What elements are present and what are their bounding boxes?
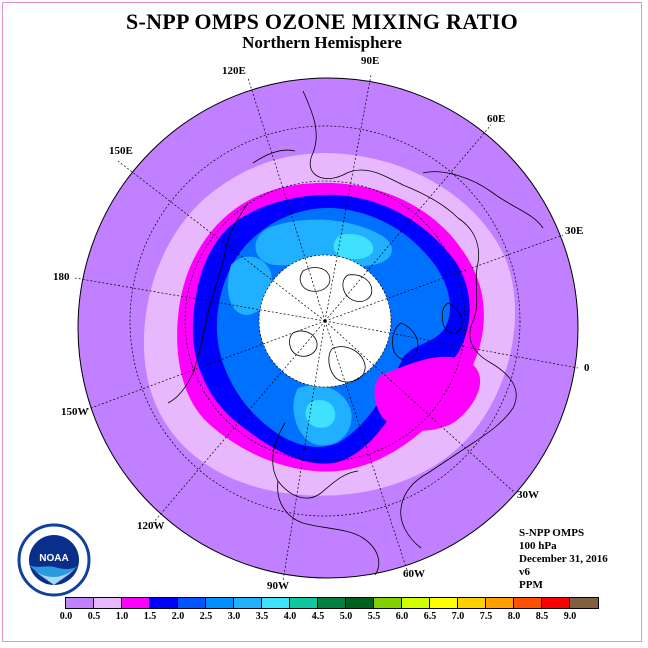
info-date: December 31, 2016 bbox=[519, 553, 608, 565]
lon-label-120w: 120W bbox=[137, 520, 165, 532]
color-bar-tick-label: 8.0 bbox=[507, 611, 521, 622]
color-bar-tick-label: 1.5 bbox=[143, 611, 157, 622]
color-bar-cell bbox=[346, 598, 374, 608]
color-bar-cell bbox=[514, 598, 542, 608]
chart-subtitle: Northern Hemisphere bbox=[242, 33, 402, 52]
color-bar-cell bbox=[94, 598, 122, 608]
color-bar-cell bbox=[570, 598, 598, 608]
ozone-map-figure: S-NPP OMPS OZONE MIXING RATIO Northern H… bbox=[2, 2, 642, 642]
color-bar-cell bbox=[374, 598, 402, 608]
chart-title: S-NPP OMPS OZONE MIXING RATIO bbox=[125, 9, 519, 34]
color-bar bbox=[65, 597, 599, 609]
lon-label-0: 0 bbox=[584, 362, 590, 374]
cyan-patch-south bbox=[305, 399, 336, 428]
color-bar-cell bbox=[122, 598, 150, 608]
color-bar-tick-label: 6.5 bbox=[423, 611, 437, 622]
color-bar-tick-label: 2.0 bbox=[171, 611, 185, 622]
lon-label-120e: 120E bbox=[222, 65, 246, 77]
noaa-logo-text: NOAA bbox=[39, 553, 68, 564]
color-bar-cell bbox=[542, 598, 570, 608]
color-bar-tick-label: 5.5 bbox=[367, 611, 381, 622]
color-bar-tick-label: 7.0 bbox=[451, 611, 465, 622]
color-bar-tick-label: 6.0 bbox=[395, 611, 409, 622]
color-bar-cell bbox=[262, 598, 290, 608]
color-bar-cell bbox=[66, 598, 94, 608]
color-bar-ticks: 0.0 0.5 1.0 1.5 2.0 2.5 3.0 3.5 4.0 4.5 5.0 5.5 6.0 6… bbox=[55, 611, 615, 625]
lon-label-180: 180 bbox=[53, 271, 70, 283]
color-bar-cell bbox=[206, 598, 234, 608]
lon-label-90w: 90W bbox=[267, 580, 289, 592]
info-level: 100 hPa bbox=[519, 540, 557, 552]
globe-outline bbox=[77, 77, 579, 579]
polar-map bbox=[74, 74, 579, 582]
info-version: v6 bbox=[519, 566, 530, 578]
info-block: S-NPP OMPS 100 hPa December 31, 2016 v6 … bbox=[519, 527, 608, 592]
lon-label-60e: 60E bbox=[487, 113, 506, 125]
noaa-logo-icon: NOAA bbox=[17, 523, 91, 602]
info-instrument: S-NPP OMPS bbox=[519, 527, 585, 539]
color-bar-tick-label: 5.0 bbox=[339, 611, 353, 622]
lon-label-150e: 150E bbox=[109, 145, 133, 157]
color-bar-tick-label: 9.0 bbox=[563, 611, 577, 622]
info-units: PPM bbox=[519, 579, 543, 591]
color-bar-tick-label: 0.5 bbox=[87, 611, 101, 622]
color-bar-tick-label: 0.0 bbox=[59, 611, 73, 622]
color-bar-tick-label: 3.0 bbox=[227, 611, 241, 622]
graticule bbox=[74, 74, 579, 582]
color-bar-tick-label: 4.0 bbox=[283, 611, 297, 622]
color-bar-cell bbox=[290, 598, 318, 608]
lon-label-150w: 150W bbox=[61, 406, 89, 418]
magenta-east-lobe bbox=[374, 356, 481, 431]
color-bar-tick-label: 4.5 bbox=[311, 611, 325, 622]
color-bar-tick-label: 3.5 bbox=[255, 611, 269, 622]
color-bar-cell bbox=[486, 598, 514, 608]
color-bar-cell bbox=[234, 598, 262, 608]
color-bar-tick-label: 7.5 bbox=[479, 611, 493, 622]
color-bar-tick-label: 2.5 bbox=[199, 611, 213, 622]
color-bar-cell bbox=[150, 598, 178, 608]
lon-label-90e: 90E bbox=[361, 55, 380, 67]
lon-label-30w: 30W bbox=[517, 489, 539, 501]
color-bar-cell bbox=[402, 598, 430, 608]
color-bar-tick-label: 1.0 bbox=[115, 611, 129, 622]
color-bar-tick-label: 8.5 bbox=[535, 611, 549, 622]
lon-label-60w: 60W bbox=[403, 568, 425, 580]
color-bar-cell bbox=[430, 598, 458, 608]
lon-label-30e: 30E bbox=[565, 225, 584, 237]
color-bar-cell bbox=[458, 598, 486, 608]
cyan-patch-north bbox=[333, 233, 374, 260]
color-bar-cell bbox=[318, 598, 346, 608]
color-bar-cell bbox=[178, 598, 206, 608]
